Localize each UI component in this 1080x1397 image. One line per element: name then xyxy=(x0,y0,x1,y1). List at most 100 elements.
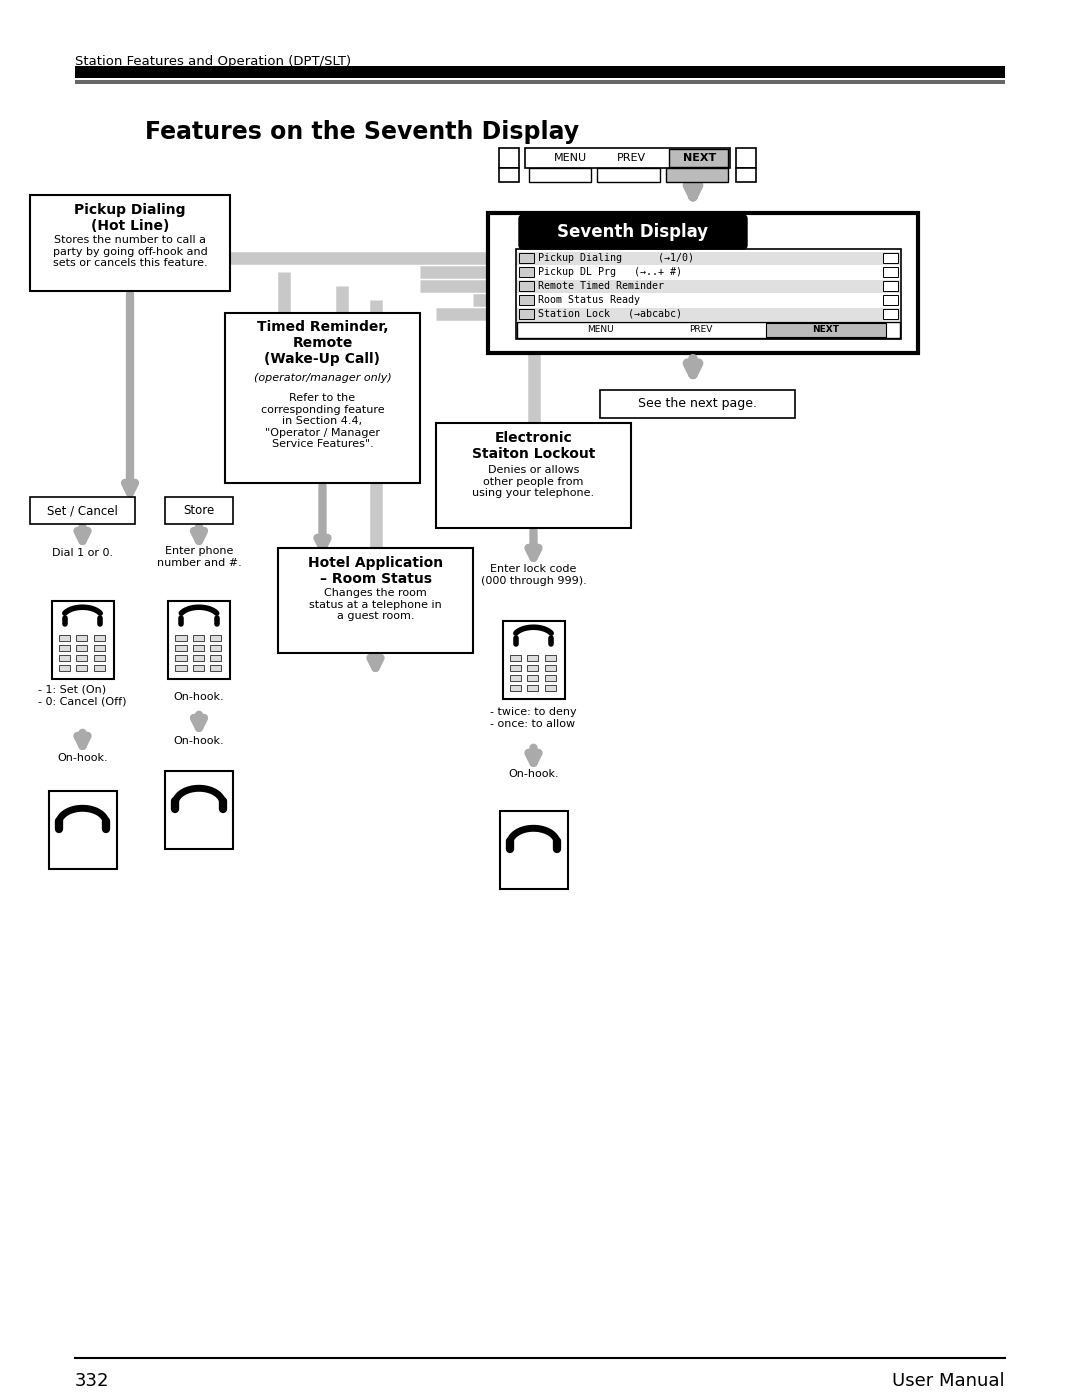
Bar xyxy=(499,168,519,182)
Text: NEXT: NEXT xyxy=(812,326,839,334)
Text: User Manual: User Manual xyxy=(892,1372,1005,1390)
Bar xyxy=(94,644,105,651)
Bar xyxy=(193,655,204,661)
Bar xyxy=(30,497,135,524)
Text: Remote Timed Reminder: Remote Timed Reminder xyxy=(538,281,664,291)
Text: Station Lock   (→abcabc): Station Lock (→abcabc) xyxy=(538,309,681,319)
Text: Hotel Application
– Room Status: Hotel Application – Room Status xyxy=(308,556,443,587)
Text: See the next page.: See the next page. xyxy=(638,398,757,411)
Bar xyxy=(527,655,539,661)
Text: Pickup Dialing      (→1/0): Pickup Dialing (→1/0) xyxy=(538,253,694,263)
Bar xyxy=(211,665,221,671)
Bar xyxy=(510,685,522,692)
Text: Store: Store xyxy=(184,504,215,517)
Text: Refer to the
corresponding feature
in Section 4.4,
"Operator / Manager
Service F: Refer to the corresponding feature in Se… xyxy=(260,393,384,450)
Bar xyxy=(519,267,534,277)
Bar xyxy=(517,279,900,293)
Bar xyxy=(175,665,187,671)
Text: On-hook.: On-hook. xyxy=(174,736,225,746)
Text: Changes the room
status at a telephone in
a guest room.: Changes the room status at a telephone i… xyxy=(309,588,442,622)
Bar xyxy=(883,309,897,319)
Bar xyxy=(527,665,539,671)
Text: On-hook.: On-hook. xyxy=(57,753,108,763)
Text: MENU: MENU xyxy=(588,326,615,334)
Text: Electronic
Staiton Lockout: Electronic Staiton Lockout xyxy=(472,432,595,461)
Bar xyxy=(175,634,187,641)
Bar xyxy=(77,634,87,641)
Bar xyxy=(883,267,897,277)
Bar xyxy=(49,791,117,869)
Bar xyxy=(669,149,728,168)
Text: - 1: Set (On)
- 0: Cancel (Off): - 1: Set (On) - 0: Cancel (Off) xyxy=(38,685,126,707)
Bar xyxy=(168,601,230,679)
Bar xyxy=(665,168,728,182)
Text: Timed Reminder,
Remote
(Wake-Up Call): Timed Reminder, Remote (Wake-Up Call) xyxy=(257,320,388,366)
Bar xyxy=(94,634,105,641)
Text: Dial 1 or 0.: Dial 1 or 0. xyxy=(52,548,113,557)
Bar xyxy=(211,655,221,661)
Text: 332: 332 xyxy=(75,1372,109,1390)
Bar xyxy=(544,665,556,671)
Text: - twice: to deny
- once: to allow: - twice: to deny - once: to allow xyxy=(490,707,577,729)
Bar xyxy=(77,655,87,661)
FancyBboxPatch shape xyxy=(519,215,747,249)
Bar xyxy=(94,665,105,671)
Bar xyxy=(519,295,534,305)
Bar xyxy=(75,66,1005,78)
Bar xyxy=(75,80,1005,84)
Bar xyxy=(544,685,556,692)
Bar xyxy=(883,253,897,263)
Bar xyxy=(77,665,87,671)
Text: On-hook.: On-hook. xyxy=(174,692,225,703)
Bar xyxy=(94,655,105,661)
Bar xyxy=(488,212,918,353)
Text: Pickup Dialing
(Hot Line): Pickup Dialing (Hot Line) xyxy=(75,203,186,233)
Text: NEXT: NEXT xyxy=(683,154,716,163)
Bar xyxy=(735,148,756,168)
Bar xyxy=(883,295,897,305)
Bar xyxy=(517,251,900,265)
Bar xyxy=(59,665,70,671)
Bar xyxy=(175,644,187,651)
Bar xyxy=(517,307,900,321)
Bar xyxy=(175,655,187,661)
Bar xyxy=(883,281,897,291)
Bar xyxy=(519,309,534,319)
Bar xyxy=(193,634,204,641)
Bar xyxy=(211,634,221,641)
Bar xyxy=(52,601,113,679)
Bar xyxy=(597,168,660,182)
Bar xyxy=(499,148,519,168)
Text: MENU: MENU xyxy=(554,154,586,163)
Text: PREV: PREV xyxy=(689,326,713,334)
Bar xyxy=(278,548,473,652)
Bar xyxy=(59,634,70,641)
Bar xyxy=(519,253,534,263)
Bar xyxy=(30,196,230,291)
Bar xyxy=(165,771,233,849)
Bar xyxy=(519,281,534,291)
Bar xyxy=(766,323,886,337)
Bar xyxy=(193,644,204,651)
Bar xyxy=(193,665,204,671)
Text: (operator/manager only): (operator/manager only) xyxy=(254,373,391,383)
Bar xyxy=(165,497,233,524)
Bar xyxy=(436,423,631,528)
Bar xyxy=(510,665,522,671)
Text: Room Status Ready: Room Status Ready xyxy=(538,295,640,305)
Bar xyxy=(527,685,539,692)
Bar xyxy=(527,675,539,682)
Text: PREV: PREV xyxy=(617,154,646,163)
Bar xyxy=(499,812,567,888)
Bar xyxy=(600,390,795,418)
Bar xyxy=(544,655,556,661)
Bar xyxy=(529,168,592,182)
Bar xyxy=(225,313,420,483)
Bar xyxy=(510,655,522,661)
Bar xyxy=(735,168,756,182)
Bar xyxy=(517,321,900,338)
Bar xyxy=(59,644,70,651)
Text: Pickup DL Prg   (→..+ #): Pickup DL Prg (→..+ #) xyxy=(538,267,681,277)
Text: Seventh Display: Seventh Display xyxy=(557,224,708,242)
Text: Stores the number to call a
party by going off-hook and
sets or cancels this fea: Stores the number to call a party by goi… xyxy=(53,235,207,268)
